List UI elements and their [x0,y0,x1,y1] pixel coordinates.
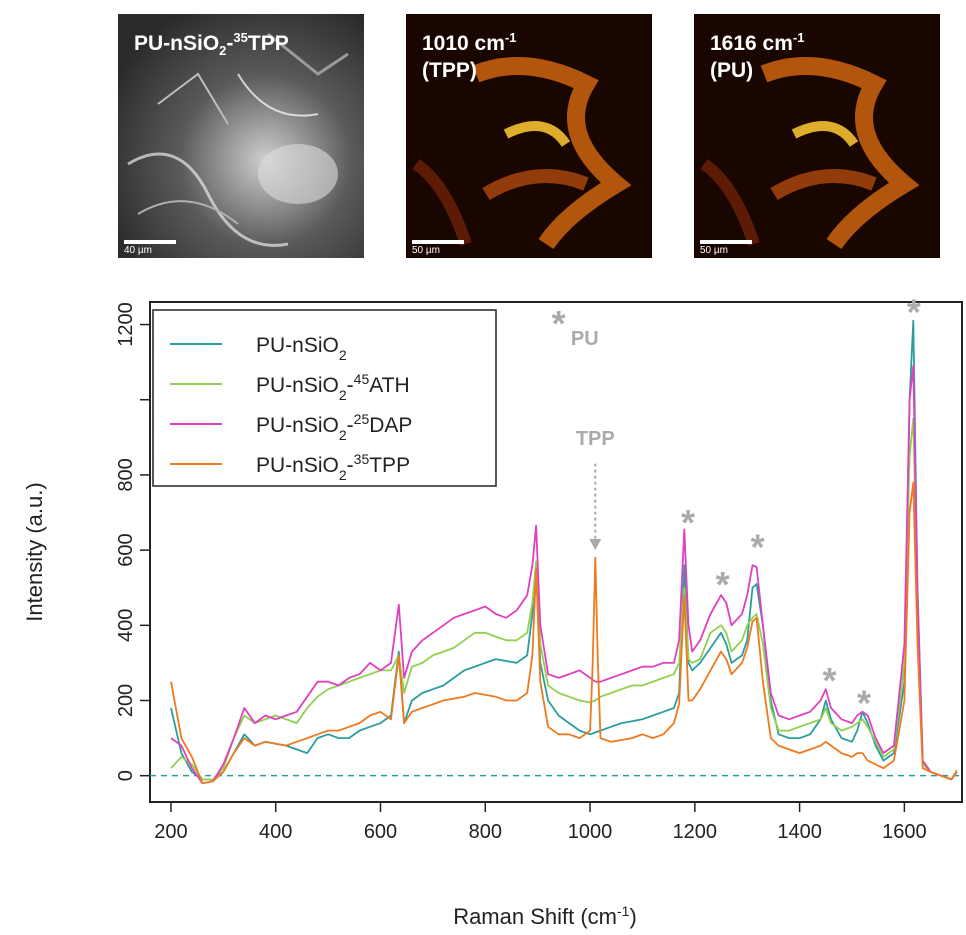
legend-box [152,309,497,487]
scale-bar [124,240,176,244]
legend: PU-nSiO2 PU-nSiO2-45ATH PU-nSiO2-25DAP PU-n… [152,309,497,487]
series-line-3 [170,481,958,785]
x-tick-label: 600 [364,821,397,843]
x-tick-label: 1200 [673,821,718,843]
raman-map-tpp-panel: 1010 cm-1 (TPP) 50 µm [406,14,652,258]
y-tick-label: 400 [115,609,137,642]
panel-label: PU-nSiO2-35TPP [134,30,289,59]
peak-star: * [681,502,695,543]
panel-label: 1616 cm-1 (PU) [710,30,805,82]
legend-label: PU-nSiO2-45ATH [256,371,410,403]
x-axis-label: Raman Shift (cm-1) [453,903,637,929]
scale-bar [700,240,752,244]
raman-map-pu-panel: 1616 cm-1 (PU) 50 µm [694,14,940,258]
series-line-0 [170,319,958,781]
y-tick-label: 600 [115,533,137,566]
scale-bar-label: 50 µm [412,245,440,256]
x-tick-label: 800 [469,821,502,843]
x-tick-label: 200 [154,821,187,843]
peak-star: * [907,292,921,333]
series-line-1 [170,417,958,781]
peak-star: * [822,660,836,701]
micrograph-image [118,14,364,258]
x-axis: 200 400 600 800 1000 1200 1400 1600 [154,802,927,843]
plot-frame [149,301,963,803]
peak-star: * [716,564,730,605]
raman-map-tpp-image [406,14,652,258]
pu-text: PU [571,328,599,350]
panel-label: 1010 cm-1 (TPP) [422,30,517,82]
y-tick-label: 1200 [115,302,137,347]
x-tick-label: 1400 [777,821,822,843]
y-tick-label: 200 [115,684,137,717]
x-tick-label: 1000 [568,821,613,843]
scale-bar-label: 50 µm [700,245,728,256]
tpp-arrowhead [589,538,602,551]
pu-star: * [552,303,566,344]
x-tick-label: 1600 [882,821,927,843]
peak-star: * [857,683,871,724]
micrograph-panel: PU-nSiO2-35TPP 40 µm [118,14,364,258]
x-tick-label: 400 [259,821,292,843]
scale-bar-label: 40 µm [124,245,152,256]
series-line-2 [170,365,958,785]
raman-map-pu-image [694,14,940,258]
y-axis-label: Intensity (a.u.) [22,482,47,621]
series-group [170,319,958,785]
legend-label: PU-nSiO2 [256,334,347,363]
tpp-text: TPP [576,428,615,450]
legend-label: PU-nSiO2-25DAP [256,411,412,443]
peak-star: * [751,527,765,568]
y-tick-label: 0 [115,770,137,781]
y-axis: 0 200 400 600 800 1200 [115,302,150,781]
legend-label: PU-nSiO2-35TPP [256,451,410,483]
y-tick-label: 800 [115,458,137,491]
scale-bar [412,240,464,244]
raman-spectrum-chart: 200 400 600 800 1000 1200 1400 1600 0 200 400 600 8… [22,292,963,929]
